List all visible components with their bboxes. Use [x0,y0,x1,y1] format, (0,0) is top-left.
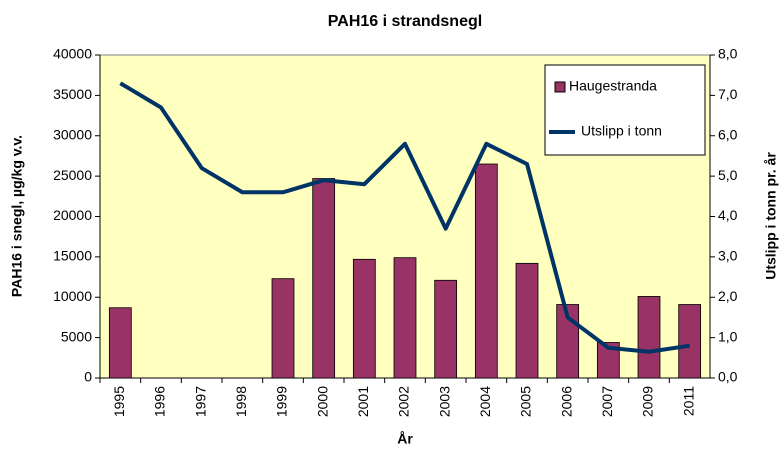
y-tick-label: 35000 [53,86,92,102]
y2-tick-label: 6,0 [718,126,738,142]
y-tick-label: 10000 [53,288,92,304]
x-tick-label: 1999 [274,386,290,417]
bar [312,178,336,379]
x-tick-label: 2000 [314,386,330,417]
x-tick-label: 1997 [192,386,208,417]
y2-tick-label: 4,0 [718,207,738,223]
x-tick-label: 2003 [436,386,452,417]
y2-tick-label: 3,0 [718,248,738,264]
x-tick-label: 2009 [640,386,656,417]
legend-swatch [554,81,566,93]
y-tick-label: 20000 [53,207,92,223]
bar [108,307,132,379]
x-tick-label: 2005 [518,386,534,417]
bar [393,257,417,379]
x-tick-label: 1996 [152,386,168,417]
x-tick-label: 2011 [680,386,696,416]
x-tick-label: 2004 [477,386,493,417]
legend-label: Haugestranda [569,78,657,94]
y-axis-label: PAH16 i snegl, µg/kg v.v. [9,135,25,297]
y2-tick-label: 7,0 [718,86,738,102]
bar [271,278,295,379]
x-tick-label: 2002 [396,386,412,417]
y2-tick-label: 1,0 [718,328,738,344]
x-tick-label: 1995 [111,386,127,417]
x-axis-label: År [397,431,413,447]
legend-label: Utslipp i tonn [581,123,662,139]
y2-tick-label: 2,0 [718,288,738,304]
chart-title: PAH16 i strandsnegl [328,13,482,30]
y-tick-label: 40000 [53,46,92,62]
y2-tick-label: 0,0 [718,369,738,385]
bar [596,342,620,379]
bar [474,163,498,379]
bar [678,304,702,379]
y2-tick-label: 5,0 [718,167,738,183]
bar [434,279,458,379]
x-tick-label: 2001 [355,386,371,417]
x-tick-label: 1998 [233,386,249,417]
legend-box [544,64,706,156]
y-tick-label: 30000 [53,126,92,142]
line [119,81,690,354]
x-tick-label: 2006 [558,386,574,417]
y-tick-label: 25000 [53,167,92,183]
x-tick-label: 2007 [599,386,615,417]
y-tick-label: 15000 [53,248,92,264]
bar [637,296,661,379]
y-tick-label: 5000 [61,328,92,344]
bar [352,258,376,379]
y2-axis-label: Utslipp i tonn pr. år [763,152,779,280]
bar [515,262,539,379]
y2-tick-label: 8,0 [718,46,738,62]
y-tick-label: 0 [84,369,92,385]
